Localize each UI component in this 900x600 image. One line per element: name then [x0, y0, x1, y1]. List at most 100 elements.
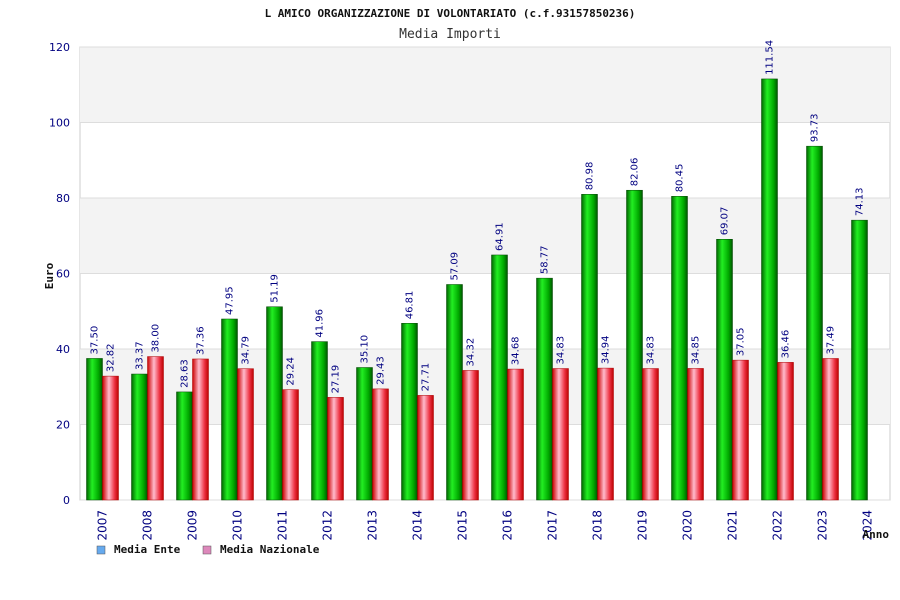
bar-media-nazionale-2018 — [597, 367, 614, 501]
bar-media-nazionale-2007 — [102, 375, 119, 501]
x-tick-label-2022: 2022 — [771, 510, 785, 541]
grid-band — [80, 198, 890, 274]
x-tick-label-2024: 2024 — [861, 510, 875, 541]
x-tick-label-2009: 2009 — [186, 510, 200, 541]
bar-media-ente-2012 — [311, 341, 328, 501]
data-label-media-ente-2012: 41.96 — [315, 309, 326, 338]
x-tick-label-2013: 2013 — [366, 510, 380, 541]
data-label-media-nazionale-2010: 34.79 — [241, 336, 252, 365]
bar-media-nazionale-2013 — [372, 388, 389, 501]
x-tick-label-2014: 2014 — [411, 510, 425, 541]
data-label-media-nazionale-2012: 27.19 — [331, 365, 342, 394]
data-label-media-ente-2013: 35.10 — [360, 335, 371, 364]
bar-media-nazionale-2010 — [237, 368, 254, 501]
bar-media-nazionale-2014 — [417, 395, 434, 501]
data-label-media-nazionale-2013: 29.43 — [376, 356, 387, 385]
y-axis-ticks: 0 20 40 60 80 100 120 — [49, 41, 70, 507]
bar-media-ente-2007 — [86, 358, 103, 501]
y-tick-label: 80 — [56, 192, 70, 205]
grid-lines — [80, 46, 890, 501]
data-label-media-ente-2019: 82.06 — [630, 158, 641, 187]
bar-media-nazionale-2012 — [327, 397, 344, 501]
x-tick-label-2016: 2016 — [501, 510, 515, 541]
x-tick-label-2017: 2017 — [546, 510, 560, 541]
data-label-media-nazionale-2017: 34.83 — [556, 336, 567, 365]
bar-media-ente-2020 — [671, 196, 688, 501]
data-label-media-nazionale-2021: 37.05 — [736, 327, 747, 356]
x-tick-label-2011: 2011 — [276, 510, 290, 541]
x-axis-ticks: 2007 2008 2009 2010 2011 2012 2013 2014 2015 2016… — [96, 510, 875, 541]
data-label-media-nazionale-2018: 34.94 — [601, 335, 612, 364]
chart-subtitle: Media Importi — [399, 27, 501, 42]
x-axis-label: Anno — [863, 528, 890, 541]
bar-media-ente-2014 — [401, 323, 418, 501]
x-tick-label-2019: 2019 — [636, 510, 650, 541]
legend-label-media-nazionale: Media Nazionale — [220, 543, 320, 556]
data-label-media-nazionale-2009: 37.36 — [196, 326, 207, 355]
data-label-media-nazionale-2016: 34.68 — [511, 336, 522, 365]
x-tick-label-2010: 2010 — [231, 510, 245, 541]
x-tick-label-2007: 2007 — [96, 510, 110, 541]
bar-media-nazionale-2016 — [507, 368, 524, 501]
bar-media-nazionale-2022 — [777, 362, 794, 501]
bar-media-nazionale-2023 — [822, 358, 839, 501]
data-label-media-ente-2022: 111.54 — [765, 40, 776, 75]
bar-media-nazionale-2011 — [282, 389, 299, 501]
y-tick-label: 20 — [56, 419, 70, 432]
data-label-media-nazionale-2007: 32.82 — [106, 343, 117, 372]
bar-media-ente-2018 — [581, 194, 598, 501]
data-label-media-ente-2014: 46.81 — [405, 291, 416, 320]
data-label-media-nazionale-2008: 38.00 — [151, 324, 162, 353]
bar-media-ente-2023 — [806, 145, 823, 501]
bar-media-nazionale-2020 — [687, 368, 704, 501]
bar-media-ente-2008 — [131, 373, 148, 501]
data-label-media-ente-2020: 80.45 — [675, 164, 686, 193]
bar-media-ente-2021 — [716, 239, 733, 501]
legend-swatch-media-nazionale — [202, 545, 212, 555]
data-label-media-ente-2008: 33.37 — [135, 341, 146, 370]
x-tick-label-2015: 2015 — [456, 510, 470, 541]
x-tick-label-2021: 2021 — [726, 510, 740, 541]
bar-media-ente-2009 — [176, 391, 193, 501]
data-label-media-nazionale-2014: 27.71 — [421, 363, 432, 392]
bar-media-ente-2011 — [266, 306, 283, 501]
bar-media-ente-2013 — [356, 367, 373, 501]
y-tick-label: 40 — [56, 343, 70, 356]
data-label-media-ente-2011: 51.19 — [270, 274, 281, 303]
bar-media-nazionale-2021 — [732, 359, 749, 501]
data-label-media-nazionale-2015: 34.32 — [466, 338, 477, 367]
grid-band — [80, 349, 890, 425]
data-label-media-nazionale-2023: 37.49 — [826, 326, 837, 355]
y-tick-label: 0 — [63, 494, 70, 507]
data-label-media-ente-2017: 58.77 — [540, 246, 551, 275]
bar-media-ente-2019 — [626, 189, 643, 501]
data-label-media-ente-2018: 80.98 — [585, 162, 596, 191]
y-tick-label: 100 — [49, 117, 70, 130]
data-label-media-ente-2015: 57.09 — [450, 252, 461, 281]
data-label-media-ente-2009: 28.63 — [180, 359, 191, 388]
bar-media-nazionale-2009 — [192, 358, 209, 501]
bars — [86, 78, 868, 501]
data-label-media-ente-2023: 93.73 — [810, 114, 821, 143]
data-labels: 37.50 32.82 33.37 38.00 28.63 37.36 47.95 34.79… — [90, 40, 866, 393]
bar-media-ente-2024 — [851, 219, 868, 501]
x-tick-label-2020: 2020 — [681, 510, 695, 541]
grid-band — [80, 47, 890, 123]
bar-media-nazionale-2008 — [147, 356, 164, 501]
bar-media-nazionale-2019 — [642, 368, 659, 501]
bar-media-ente-2015 — [446, 284, 463, 501]
bar-media-nazionale-2017 — [552, 368, 569, 501]
data-label-media-ente-2016: 64.91 — [495, 222, 506, 251]
y-tick-label: 120 — [49, 41, 70, 54]
x-tick-label-2008: 2008 — [141, 510, 155, 541]
data-label-media-nazionale-2020: 34.85 — [691, 336, 702, 365]
x-tick-label-2023: 2023 — [816, 510, 830, 541]
legend-swatch-media-ente — [96, 545, 106, 555]
x-tick-label-2012: 2012 — [321, 510, 335, 541]
chart-title: L AMICO ORGANIZZAZIONE DI VOLONTARIATO (… — [265, 7, 636, 20]
legend-label-media-ente: Media Ente — [114, 543, 181, 556]
data-label-media-ente-2007: 37.50 — [90, 326, 101, 355]
data-label-media-nazionale-2011: 29.24 — [286, 357, 297, 386]
legend: Media Ente Media Nazionale — [96, 543, 320, 556]
